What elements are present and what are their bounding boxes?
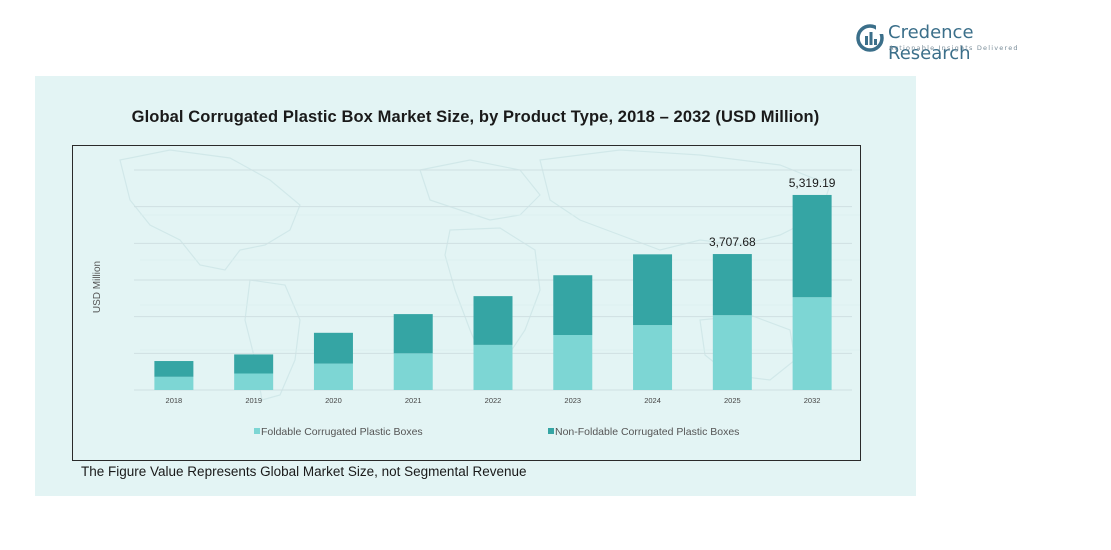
footnote: The Figure Value Represents Global Marke… bbox=[81, 464, 527, 479]
bar-non-foldable-2025 bbox=[712, 254, 752, 316]
x-tick-label: 2025 bbox=[724, 396, 741, 405]
bar-foldable-2022 bbox=[473, 344, 513, 390]
bar-non-foldable-2020 bbox=[313, 332, 353, 364]
chart-panel bbox=[35, 76, 916, 496]
plot-frame bbox=[72, 145, 861, 461]
x-tick-label: 2022 bbox=[485, 396, 502, 405]
legend: Foldable Corrugated Plastic Boxes Non-Fol… bbox=[254, 426, 739, 438]
y-axis-label: USD Million bbox=[92, 261, 103, 313]
bar-non-foldable-2019 bbox=[234, 354, 274, 374]
legend-label: Foldable Corrugated Plastic Boxes bbox=[261, 426, 423, 438]
brand-tagline: Actionable Insights Delivered bbox=[889, 44, 1019, 52]
x-tick-label: 2023 bbox=[564, 396, 581, 405]
data-label-2032: 5,319.19 bbox=[789, 176, 836, 190]
bar-non-foldable-2032 bbox=[792, 194, 832, 298]
x-tick-label: 2021 bbox=[405, 396, 422, 405]
brand-name: Credence Research bbox=[888, 22, 974, 64]
bar-foldable-2018 bbox=[154, 376, 194, 390]
labels: 2018 2019 2020 2021 2022 2023 2024 2025 3,707.68… bbox=[166, 176, 836, 405]
legend-swatch bbox=[254, 428, 260, 434]
x-tick-label: 2032 bbox=[804, 396, 821, 405]
x-tick-label: 2018 bbox=[166, 396, 183, 405]
bar-foldable-2020 bbox=[313, 363, 353, 390]
bar-foldable-2025 bbox=[712, 315, 752, 390]
bar-foldable-2024 bbox=[633, 325, 673, 390]
data-label-2025: 3,707.68 bbox=[709, 235, 756, 249]
bar-non-foldable-2022 bbox=[473, 296, 513, 345]
x-tick-label: 2024 bbox=[644, 396, 661, 405]
chart-title: Global Corrugated Plastic Box Market Siz… bbox=[131, 108, 820, 126]
x-tick-label: 2019 bbox=[245, 396, 262, 405]
x-tick-label: 2020 bbox=[325, 396, 342, 405]
bars bbox=[154, 194, 832, 390]
bar-non-foldable-2018 bbox=[154, 361, 194, 377]
bar-non-foldable-2024 bbox=[633, 254, 673, 326]
bar-foldable-2032 bbox=[792, 297, 832, 390]
brand-logo: Credence Research Actionable Insights De… bbox=[856, 22, 1056, 64]
bar-non-foldable-2023 bbox=[553, 275, 593, 335]
bar-foldable-2019 bbox=[234, 373, 274, 390]
legend-label: Non-Foldable Corrugated Plastic Boxes bbox=[555, 426, 739, 438]
bar-non-foldable-2021 bbox=[393, 314, 433, 354]
bar-foldable-2023 bbox=[553, 335, 593, 390]
credence-logo-icon bbox=[856, 24, 884, 52]
legend-swatch bbox=[548, 428, 554, 434]
bar-foldable-2021 bbox=[393, 353, 433, 390]
